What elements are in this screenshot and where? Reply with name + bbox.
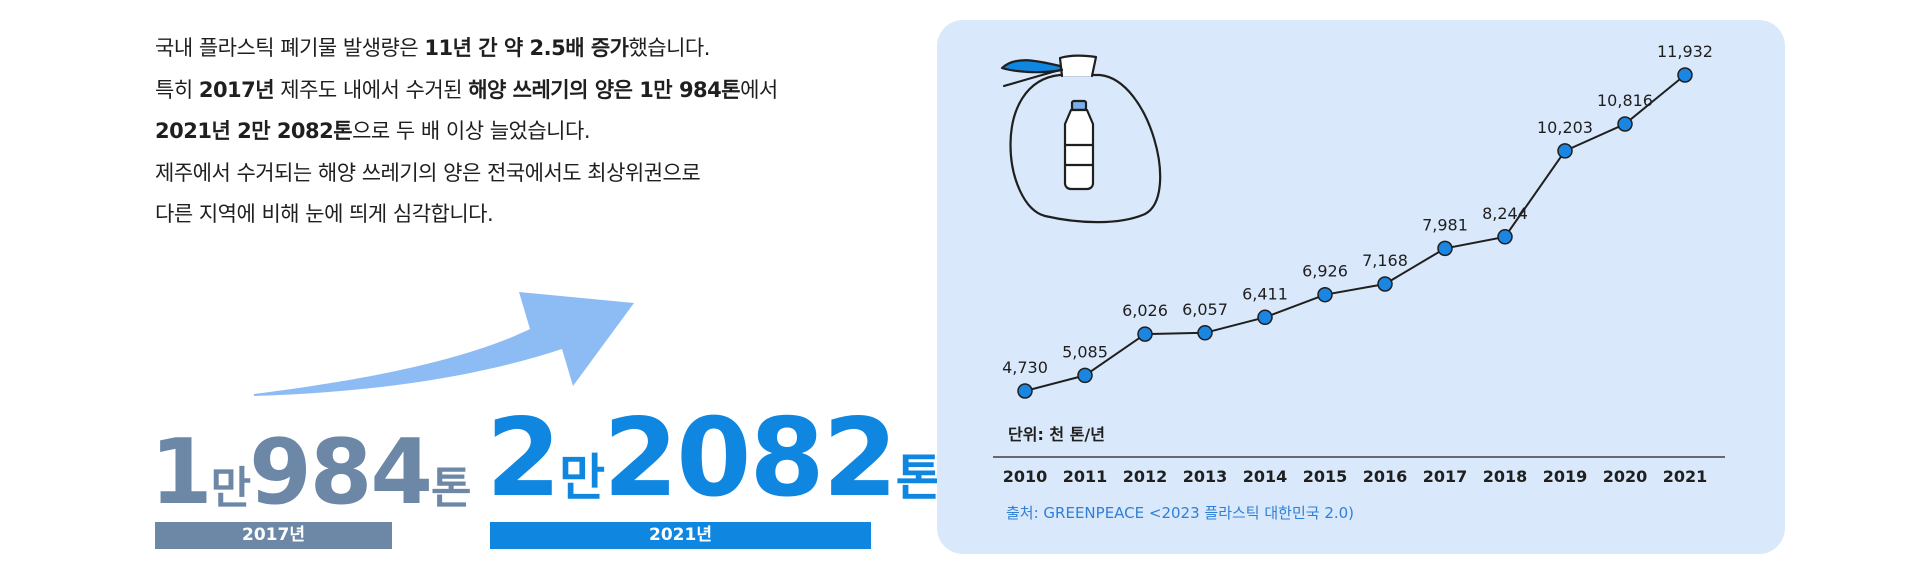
x-tick-2011: 2011 (1063, 467, 1108, 486)
trash-bag-knot (1058, 54, 1098, 78)
data-point-2012 (1137, 326, 1153, 342)
data-label-2019: 10,203 (1537, 118, 1593, 137)
stat-2017-num2: 984 (249, 420, 433, 525)
data-label-2021: 11,932 (1657, 42, 1713, 61)
intro-l2-e: 에서 (740, 77, 778, 102)
data-point-2014 (1257, 309, 1273, 326)
intro-l2-b: 2017년 (198, 77, 275, 102)
trash-bag-tie (1000, 59, 1064, 74)
data-label-2020: 10,816 (1597, 91, 1653, 110)
x-tick-2010: 2010 (1003, 467, 1048, 486)
data-label-2015: 6,926 (1302, 262, 1348, 281)
growth-arrow-shape (254, 292, 634, 396)
stat-2021-value: 2만2082톤 (486, 405, 942, 513)
stat-2021-num2: 2082 (603, 396, 898, 521)
data-point-2016 (1377, 276, 1393, 292)
data-point-2021 (1677, 67, 1693, 83)
stat-2017-unit1: 만 (210, 463, 252, 514)
unit-label: 단위: 천 톤/년 (1008, 425, 1105, 444)
intro-l2-c: 제주도 내에서 수거된 (274, 77, 469, 102)
stat-2021-unit1: 만 (559, 449, 605, 507)
data-label-2014: 6,411 (1242, 284, 1288, 303)
intro-l1-a: 국내 플라스틱 폐기물 발생량은 (155, 36, 425, 60)
intro-line-3: 2021년 2만 2082톤으로 두 배 이상 늘었습니다. (155, 111, 778, 153)
stat-2017-label: 2017년 (155, 522, 392, 549)
x-tick-2016: 2016 (1363, 467, 1408, 486)
stat-2021-unit2: 톤 (895, 449, 942, 507)
data-label-2012: 6,026 (1122, 301, 1168, 320)
data-label-2016: 7,168 (1362, 251, 1408, 270)
intro-l3-a: 2021년 2만 2082톤 (155, 119, 353, 143)
data-point-2020 (1617, 116, 1633, 132)
data-label-2017: 7,981 (1422, 215, 1468, 234)
stat-2021-num1: 2 (486, 396, 561, 521)
intro-text: 국내 플라스틱 폐기물 발생량은 11년 간 약 2.5배 증가했습니다. 특히… (155, 28, 778, 236)
stat-2017-unit2: 톤 (430, 463, 472, 514)
trash-bag-icon (1000, 54, 1162, 224)
intro-line-5: 다른 지역에 비해 눈에 띄게 심각합니다. (155, 202, 494, 226)
intro-l2-d: 해양 쓰레기의 양은 1만 984톤 (468, 77, 741, 102)
x-tick-2021: 2021 (1663, 467, 1708, 486)
stat-2017-value: 1만984톤 (150, 428, 472, 518)
source-label: 출처: GREENPEACE <2023 플라스틱 대한민국 2.0) (1006, 504, 1355, 522)
series-line (1024, 74, 1686, 392)
data-label-2011: 5,085 (1062, 342, 1108, 361)
data-point-2013 (1197, 325, 1213, 341)
data-point-2019 (1557, 143, 1573, 159)
data-point-2011 (1077, 367, 1093, 384)
data-point-2017 (1437, 240, 1453, 257)
bottle-body (1063, 108, 1095, 191)
intro-line-2: 특히 2017년 제주도 내에서 수거된 해양 쓰레기의 양은 1만 984톤에… (155, 70, 778, 112)
data-point-2010 (1017, 383, 1033, 399)
intro-l3-b: 으로 두 배 이상 늘었습니다. (352, 119, 590, 143)
intro-line-1: 국내 플라스틱 폐기물 발생량은 11년 간 약 2.5배 증가했습니다. (155, 28, 778, 70)
x-tick-2018: 2018 (1483, 467, 1528, 486)
intro-l2-a: 특히 (155, 77, 199, 102)
x-tick-2015: 2015 (1303, 467, 1348, 486)
data-label-2013: 6,057 (1182, 300, 1228, 319)
data-point-2015 (1317, 286, 1333, 303)
bottle-cap (1070, 99, 1088, 112)
x-tick-2012: 2012 (1123, 467, 1168, 486)
x-tick-2013: 2013 (1183, 467, 1228, 486)
intro-line-4: 제주에서 수거되는 해양 쓰레기의 양은 전국에서도 최상위권으로 (155, 160, 701, 185)
x-tick-2014: 2014 (1243, 467, 1288, 486)
data-point-2018 (1497, 229, 1513, 245)
data-label-2018: 8,244 (1482, 204, 1528, 223)
intro-l1-c: 했습니다. (628, 36, 710, 60)
intro-l1-b: 11년 간 약 2.5배 증가 (424, 36, 629, 60)
x-tick-2017: 2017 (1423, 467, 1468, 486)
trash-bag-tie-tail (1002, 68, 1062, 88)
stat-2021-label: 2021년 (490, 522, 871, 549)
x-tick-2019: 2019 (1543, 467, 1588, 486)
x-tick-2020: 2020 (1603, 467, 1648, 486)
data-label-2010: 4,730 (1002, 358, 1048, 377)
stat-2017-num1: 1 (150, 420, 213, 525)
growth-arrow: 2.5배 증가 (254, 292, 634, 396)
